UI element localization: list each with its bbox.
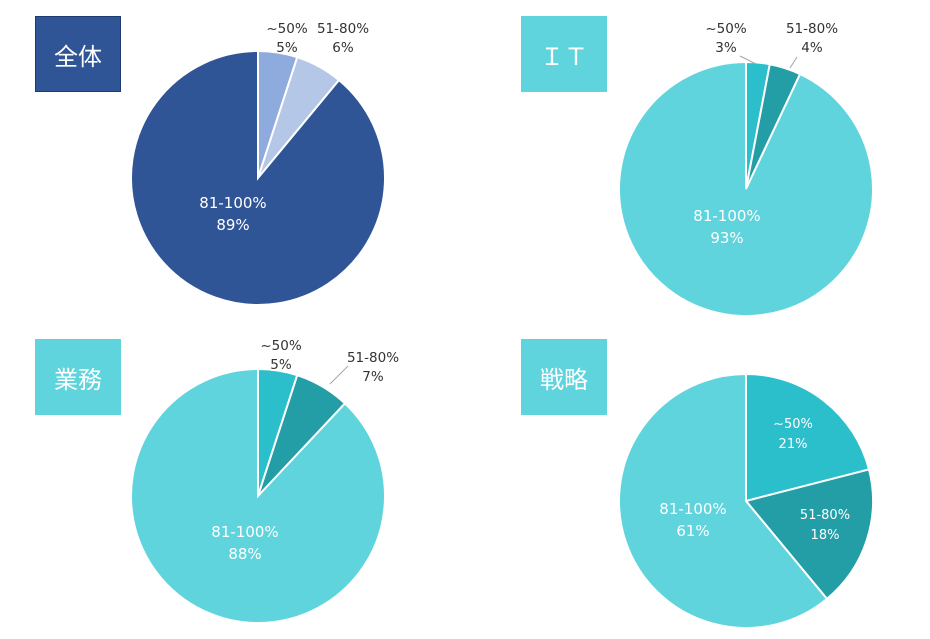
leader-line	[789, 56, 798, 69]
data-label-value: 89%	[216, 216, 249, 234]
data-label-category: ~50%	[266, 21, 307, 37]
pie-title-strategy: 戦略	[521, 339, 607, 415]
pie-slice-strategy-2	[618, 372, 829, 629]
pie-slice-business-2	[130, 367, 386, 624]
data-label-category: 51-80%	[800, 508, 850, 523]
data-label-category: 81-100%	[659, 500, 726, 518]
data-label-category: 51-80%	[786, 21, 838, 37]
pie-slice-strategy-1	[744, 468, 874, 601]
data-label-category: 51-80%	[317, 21, 369, 37]
pie-title-it: ＩＴ	[521, 16, 607, 92]
pie-strategy: ~50% 21% 51-80% 18% 81-100% 61%	[618, 372, 874, 629]
data-label-category: ~50%	[260, 338, 301, 354]
pie-slice-strategy-0	[745, 372, 871, 503]
leader-line	[329, 365, 349, 385]
data-label-category: 81-100%	[211, 523, 278, 541]
data-label-value: 3%	[715, 40, 737, 56]
pie-title-business: 業務	[35, 339, 121, 415]
pie-slice-it-2	[618, 60, 874, 317]
data-label-value: 5%	[276, 40, 298, 56]
data-label-category: 81-100%	[693, 207, 760, 225]
pie-business: ~50% 5% 51-80% 7% 81-100% 88%	[130, 338, 399, 624]
data-label-category: ~50%	[773, 417, 813, 432]
data-label-value: 21%	[779, 437, 808, 452]
data-label-category: 51-80%	[347, 350, 399, 366]
data-label-value: 88%	[228, 545, 261, 563]
data-label-value: 93%	[710, 229, 743, 247]
data-label-value: 4%	[801, 40, 823, 56]
data-label-value: 18%	[811, 528, 840, 543]
pie-slice-overall-2	[130, 49, 386, 306]
pie-it: ~50% 3% 51-80% 4% 81-100% 93%	[618, 21, 874, 317]
pie-overall: ~50% 5% 51-80% 6% 81-100% 89%	[130, 21, 386, 306]
leader-line	[739, 55, 757, 65]
data-label-value: 6%	[332, 40, 354, 56]
data-label-value: 5%	[270, 357, 292, 373]
pie-title-overall: 全体	[35, 16, 121, 92]
data-label-category: 81-100%	[199, 194, 266, 212]
data-label-category: ~50%	[705, 21, 746, 37]
data-label-value: 7%	[362, 369, 384, 385]
data-label-value: 61%	[676, 522, 709, 540]
